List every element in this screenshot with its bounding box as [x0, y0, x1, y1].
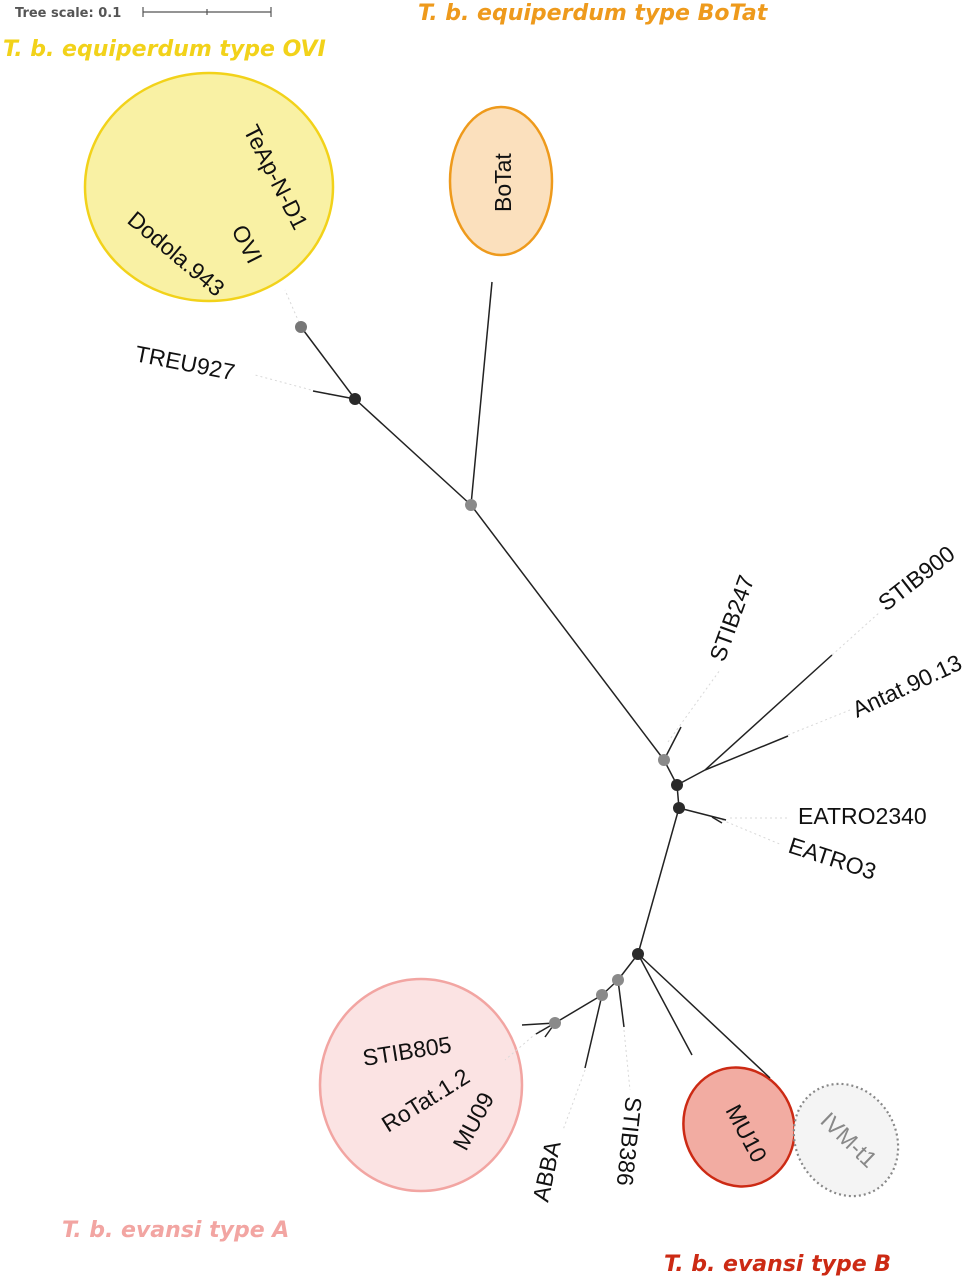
evansi-a-clade-highlight	[320, 979, 522, 1191]
leaf-abba: ABBA	[527, 1138, 565, 1204]
ivm-highlight	[793, 1083, 899, 1197]
leaf-eatro3: EATRO3	[785, 832, 879, 885]
group-title-evansi-b: T. b. evansi type B	[664, 1252, 891, 1277]
leaf-botat: BoTat	[490, 153, 516, 212]
botat-clade-outline	[448, 105, 554, 257]
group-title-ovi: T. b. equiperdum type OVI	[3, 37, 326, 62]
label-leader-lines	[254, 289, 881, 1131]
leaf-antat-90-13: Antat.90.13	[848, 649, 966, 722]
tree-branches	[300, 281, 833, 1079]
ivm-outline	[792, 1082, 900, 1198]
group-title-botat: T. b. equiperdum type BoTat	[418, 1, 769, 26]
leaf-stib386: STIB386	[612, 1095, 647, 1187]
evansi-a-clade-outline	[318, 977, 524, 1193]
botat-clade-highlight	[450, 107, 552, 255]
tree-scale-label: Tree scale: 0.1	[15, 6, 121, 21]
evansi-b-clade-highlight	[683, 1067, 795, 1187]
leaf-stib247: STIB247	[704, 572, 759, 665]
leaf-eatro2340: EATRO2340	[798, 803, 927, 829]
tree-scale-bar	[142, 7, 272, 17]
group-title-evansi-a: T. b. evansi type A	[62, 1218, 289, 1243]
ovi-clade-highlight	[85, 73, 333, 301]
ovi-clade-outline	[83, 71, 335, 303]
leaf-treu927: TREU927	[133, 340, 237, 385]
node-markers	[295, 321, 685, 1029]
leaf-stib900: STIB900	[873, 540, 960, 616]
evansi-b-clade-outline	[682, 1066, 796, 1188]
